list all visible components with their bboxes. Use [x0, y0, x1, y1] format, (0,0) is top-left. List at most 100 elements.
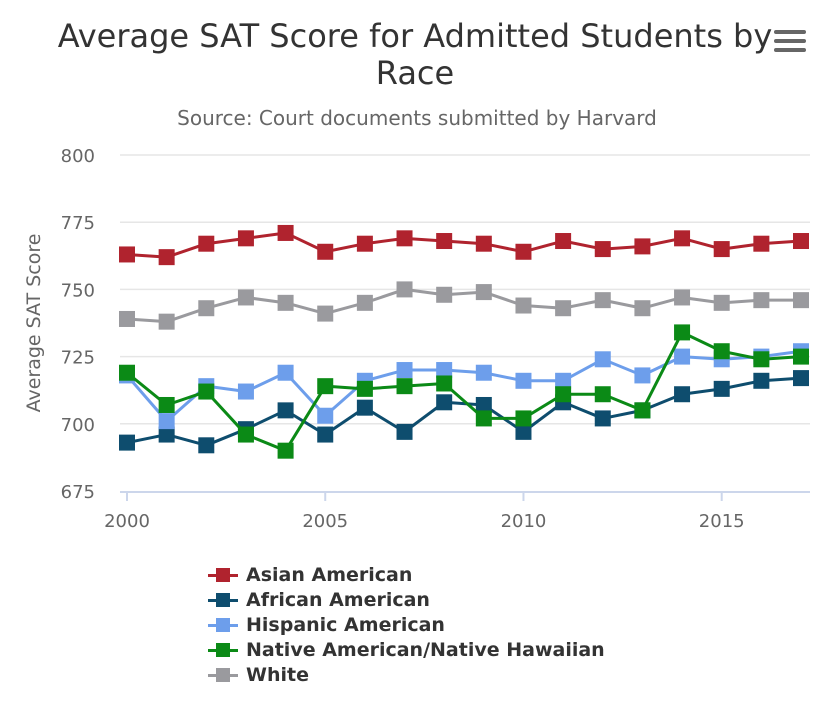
data-point [158, 313, 175, 330]
data-point [198, 300, 215, 317]
x-tick-label: 2015 [699, 511, 745, 532]
series-line-0 [126, 231, 802, 259]
hamburger-menu-icon[interactable] [774, 30, 806, 58]
legend-item[interactable]: White [208, 662, 605, 687]
chart-subtitle: Source: Court documents submitted by Har… [177, 106, 657, 130]
data-point [793, 370, 809, 387]
data-point [793, 348, 809, 365]
y-tick-label: 750 [61, 280, 95, 301]
y-tick-label: 700 [61, 415, 95, 436]
y-axis-label: Average SAT Score [23, 234, 45, 413]
data-point [237, 426, 254, 443]
series-line-4 [126, 287, 801, 324]
data-point [753, 292, 770, 309]
data-point [713, 380, 730, 397]
data-point [396, 423, 413, 440]
data-point [793, 292, 809, 309]
data-point [555, 372, 572, 389]
data-point [158, 249, 175, 266]
y-tick-label: 675 [61, 482, 95, 503]
data-point [436, 375, 453, 392]
data-point [277, 402, 294, 419]
x-tick-label: 2000 [104, 511, 150, 532]
data-point [475, 235, 492, 252]
data-point [119, 364, 135, 381]
legend-marker-icon [208, 567, 238, 582]
data-point [634, 367, 651, 384]
data-point [356, 235, 373, 252]
data-point [674, 348, 691, 365]
legend-marker-icon [208, 592, 238, 607]
data-point [198, 383, 215, 400]
legend-item[interactable]: Hispanic American [208, 612, 605, 637]
data-point [555, 386, 572, 403]
legend-label: Native American/Native Hawaiian [246, 638, 605, 661]
data-point [158, 396, 175, 413]
data-point [594, 351, 611, 368]
legend-label: African American [246, 588, 430, 611]
data-point [594, 241, 611, 258]
data-point [119, 434, 135, 451]
data-point [634, 402, 651, 419]
data-point [396, 378, 413, 395]
legend-marker-icon [208, 642, 238, 657]
legend-item[interactable]: Asian American [208, 562, 605, 587]
data-point [237, 289, 254, 306]
data-point [277, 364, 294, 381]
data-point [436, 233, 453, 250]
data-point [753, 351, 770, 368]
series-line-2 [125, 349, 802, 423]
data-point [356, 399, 373, 416]
data-point [317, 407, 334, 424]
data-point [515, 243, 532, 260]
chart-title: Average SAT Score for Admitted Students … [57, 17, 773, 92]
data-point [277, 294, 294, 311]
data-point [277, 442, 294, 459]
legend-label: Asian American [246, 563, 413, 586]
data-point [515, 410, 532, 427]
data-point [674, 230, 691, 247]
data-point [158, 426, 175, 443]
data-point [634, 238, 651, 255]
data-point [634, 300, 651, 317]
data-point [198, 235, 215, 252]
data-point [713, 294, 730, 311]
data-point [515, 297, 532, 314]
data-point [475, 364, 492, 381]
y-tick-label: 775 [61, 213, 95, 234]
data-point [277, 224, 294, 241]
data-point [594, 410, 611, 427]
data-point [436, 286, 453, 303]
legend-item[interactable]: African American [208, 587, 605, 612]
data-point [594, 292, 611, 309]
data-point [119, 246, 135, 263]
data-point [317, 378, 334, 395]
legend: Asian American African American Hispanic A… [208, 562, 605, 687]
legend-label: Hispanic American [246, 613, 445, 636]
x-tick-label: 2005 [302, 511, 348, 532]
x-tick-label: 2010 [501, 511, 547, 532]
data-point [674, 386, 691, 403]
legend-item[interactable]: Native American/Native Hawaiian [208, 637, 605, 662]
data-point [713, 241, 730, 258]
data-point [674, 289, 691, 306]
data-point [793, 233, 809, 250]
legend-label: White [246, 663, 309, 686]
data-point [356, 380, 373, 397]
data-point [119, 310, 135, 327]
data-point [396, 230, 413, 247]
data-point [555, 233, 572, 250]
data-point [237, 383, 254, 400]
data-point [713, 343, 730, 360]
y-tick-label: 800 [61, 146, 95, 167]
data-point [356, 294, 373, 311]
data-point [555, 300, 572, 317]
legend-marker-icon [208, 617, 238, 632]
legend-marker-icon [208, 667, 238, 682]
data-point [237, 230, 254, 247]
data-point [317, 305, 334, 322]
data-point [674, 324, 691, 341]
data-point [753, 235, 770, 252]
data-point [594, 386, 611, 403]
